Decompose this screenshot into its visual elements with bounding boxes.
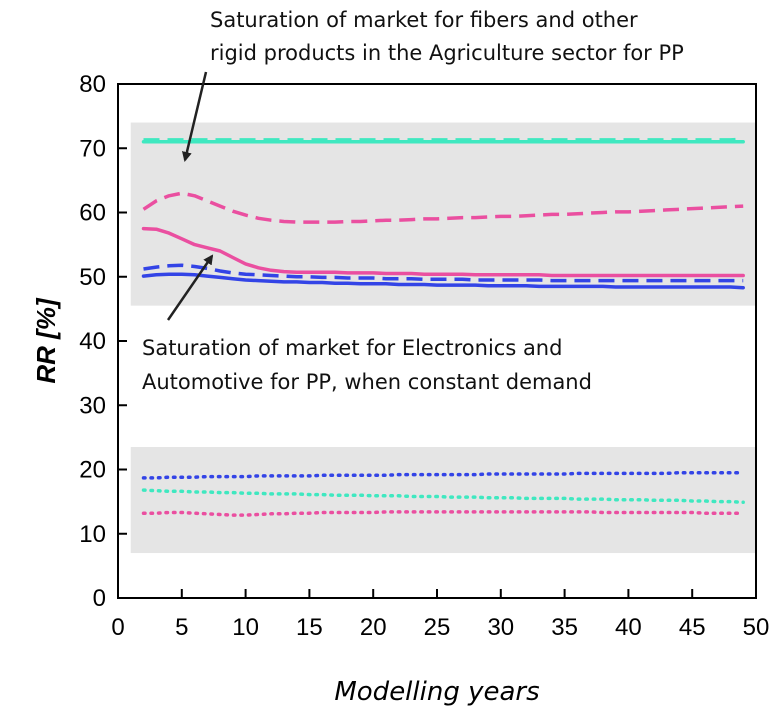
annotation-agriculture-line-1: Saturation of market for fibers and othe… [210, 8, 638, 32]
series-line-5 [141, 272, 745, 290]
y-tick-label-60: 60 [79, 200, 106, 227]
x-tick-label-40: 40 [615, 614, 642, 641]
x-tick-label-45: 45 [679, 614, 706, 641]
annotation-electronics-line-1: Saturation of market for Electronics and [142, 336, 562, 360]
series-line-6 [141, 470, 745, 480]
series-line-8 [141, 510, 745, 517]
x-tick-label-25: 25 [424, 614, 451, 641]
y-tick-label-50: 50 [79, 264, 106, 291]
series-line-3 [141, 226, 745, 278]
series-line-7 [141, 488, 745, 505]
y-tick-label-70: 70 [79, 135, 106, 162]
y-tick-label-40: 40 [79, 328, 106, 355]
x-tick-label-15: 15 [296, 614, 323, 641]
y-axis-ticks: 0 10 20 30 40 50 60 70 80 [79, 71, 127, 612]
annotation-electronics-arrow [166, 254, 214, 321]
series-line-2 [142, 191, 744, 224]
annotation-agriculture-line-2: rigid products in the Agriculture sector… [210, 41, 684, 65]
y-tick-label-20: 20 [79, 457, 106, 484]
x-tick-label-10: 10 [232, 614, 259, 641]
data-series-group [141, 137, 745, 517]
x-tick-label-50: 50 [743, 614, 770, 641]
annotation-agriculture: Saturation of market for fibers and othe… [181, 8, 684, 162]
y-axis-title: RR [%] [31, 297, 61, 384]
annotation-agriculture-arrow [181, 71, 208, 162]
x-tick-label-0: 0 [111, 614, 124, 641]
annotation-electronics: Saturation of market for Electronics and… [142, 254, 592, 394]
y-axis-title-bold: RR [31, 346, 61, 384]
x-axis-title: Modelling years [334, 677, 539, 707]
x-tick-label-35: 35 [551, 614, 578, 641]
y-axis-title-rest: [%] [31, 297, 61, 346]
x-axis-ticks: 0 5 10 15 20 25 30 35 40 45 50 [111, 589, 769, 641]
x-tick-label-5: 5 [175, 614, 188, 641]
series-line-4 [143, 263, 744, 283]
x-tick-label-20: 20 [360, 614, 387, 641]
annotation-electronics-line-2: Automotive for PP, when constant demand [142, 370, 592, 394]
series-line-0 [143, 137, 744, 142]
y-tick-label-0: 0 [93, 585, 106, 612]
x-tick-label-30: 30 [487, 614, 514, 641]
y-tick-label-10: 10 [79, 521, 106, 548]
y-tick-label-80: 80 [79, 71, 106, 98]
y-tick-label-30: 30 [79, 392, 106, 419]
